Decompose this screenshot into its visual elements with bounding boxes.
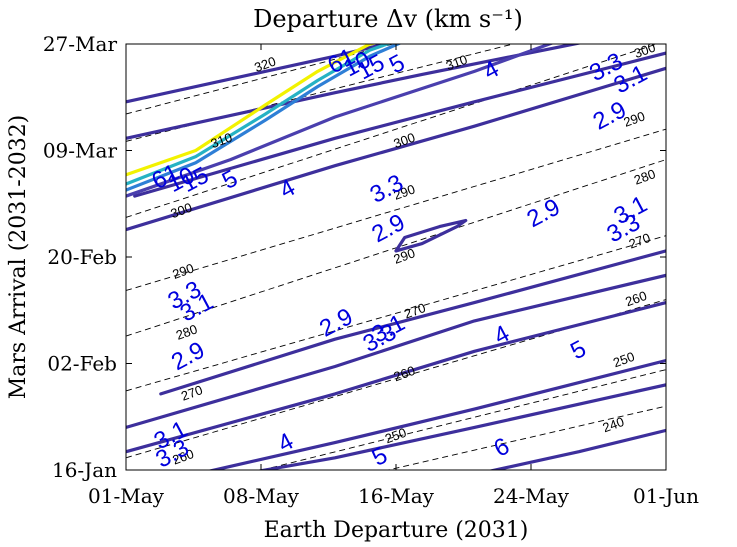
- y-tick-label-1: 02-Feb: [47, 352, 117, 376]
- dv-contour-4-8: [207, 358, 666, 470]
- tof-line-280-4: [126, 159, 666, 337]
- tof-line-240-0: [386, 405, 666, 470]
- y-axis-label: Mars Arrival (2031-2032): [6, 115, 31, 400]
- tof-label-10: 280: [174, 321, 200, 343]
- tof-label-3: 300: [169, 200, 195, 222]
- dv-contour-3-1-3: [126, 44, 583, 140]
- tof-label-8: 290: [392, 245, 418, 267]
- x-axis-ticks: 01-May 08-May 16-May 24-May 01-Jun: [88, 44, 699, 508]
- x-axis-label: Earth Departure (2031): [264, 518, 529, 543]
- tof-label-19: 250: [611, 349, 637, 371]
- tof-label-13: 270: [402, 300, 428, 322]
- chart-title: Departure Δv (km s⁻¹): [253, 5, 523, 33]
- dv-contour-5-11: [126, 44, 555, 198]
- tof-label-12: 270: [179, 382, 205, 404]
- y-tick-label-4: 27-Mar: [43, 32, 118, 56]
- dv-contour-61-14: [126, 44, 378, 177]
- plot-area: 3203103103003003002902902902902802802702…: [125, 43, 667, 471]
- x-tick-label-4: 01-Jun: [633, 484, 699, 508]
- tof-label-9: 290: [621, 108, 647, 130]
- dv-contour-2-9-0: [133, 51, 666, 198]
- x-tick-label-0: 01-May: [88, 484, 165, 508]
- y-tick-label-0: 16-Jan: [52, 458, 117, 482]
- tof-label-16: 260: [392, 363, 418, 385]
- tof-label-0: 320: [252, 54, 278, 76]
- y-tick-label-3: 09-Mar: [43, 139, 118, 163]
- tof-line-250-1: [260, 369, 666, 470]
- dv-contour-10-12: [126, 44, 402, 192]
- tof-labels: 3203103103003003002902902902902802802702…: [169, 44, 658, 468]
- tof-line-270-3: [126, 235, 666, 392]
- tof-label-6: 290: [170, 260, 196, 282]
- tof-label-20: 240: [601, 414, 627, 436]
- tof-line-300-6: [126, 44, 659, 218]
- plot-background: [126, 44, 666, 470]
- tof-label-14: 270: [627, 230, 653, 252]
- tof-lines: [126, 44, 666, 470]
- tof-label-2: 310: [444, 52, 470, 74]
- tof-label-15: 260: [170, 446, 196, 468]
- tof-line-290-5: [126, 128, 666, 291]
- y-axis-ticks: 16-Jan 02-Feb 20-Feb 09-Mar 27-Mar: [43, 32, 666, 482]
- x-tick-label-2: 16-May: [358, 484, 435, 508]
- tof-label-1: 310: [209, 130, 235, 152]
- dv-contour-5-9: [256, 383, 666, 470]
- dv-contours: [126, 44, 666, 470]
- dv-contour-15-13: [126, 44, 393, 186]
- tof-label-4: 300: [392, 130, 418, 152]
- tof-label-18: 250: [383, 425, 409, 447]
- dv-contour-6-10: [487, 428, 666, 470]
- tof-label-11: 280: [632, 166, 658, 188]
- dv-contour-3-1-4: [126, 273, 666, 429]
- dv-contour-3-3-6: [126, 301, 666, 454]
- y-tick-label-2: 20-Feb: [47, 245, 117, 269]
- x-tick-label-3: 24-May: [493, 484, 570, 508]
- dv-contour-2-9-2: [394, 218, 468, 253]
- x-tick-label-1: 08-May: [223, 484, 300, 508]
- tof-label-7: 290: [392, 181, 418, 203]
- dv-contour-2-9-1: [159, 249, 666, 396]
- dv-contour-4-7: [126, 66, 666, 232]
- tof-label-17: 260: [623, 288, 649, 310]
- tof-line-260-2: [126, 299, 666, 459]
